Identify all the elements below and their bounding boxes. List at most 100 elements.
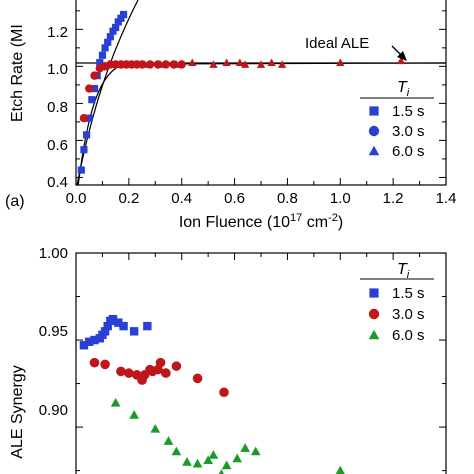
- panel-b-frame: [75, 252, 447, 474]
- data-point-square: [103, 321, 112, 331]
- data-point-triangle: [396, 56, 406, 65]
- data-point-square: [106, 33, 114, 41]
- data-point-circle: [124, 368, 134, 378]
- data-point-square: [79, 341, 89, 350]
- panel-b: 0.90 0.95 1.00 ALE Synergy Ti 1.5 s 3.0 s…: [9, 245, 447, 474]
- data-point-square: [104, 38, 112, 46]
- panel-b-points: [79, 314, 345, 474]
- data-point-square: [114, 18, 122, 26]
- ytick-label: 1.0: [47, 61, 68, 78]
- data-point-triangle: [218, 469, 224, 474]
- data-point-triangle: [129, 410, 139, 419]
- panel-a-ytick-labels: 0.4 0.6 0.8 1.0 1.2: [47, 24, 68, 191]
- xtick-label: 0.2: [118, 190, 139, 207]
- data-point-triangle: [208, 450, 219, 459]
- xtick-label: 1.0: [330, 190, 351, 207]
- ytick-label: 0.90: [39, 402, 68, 419]
- ytick-label: 0.4: [47, 174, 68, 191]
- data-point-square: [100, 327, 110, 336]
- data-point-square: [88, 96, 96, 104]
- data-point-square: [119, 321, 128, 331]
- legend-label: 6.0 s: [392, 327, 425, 344]
- data-point-square: [90, 335, 99, 345]
- data-point-circle: [171, 361, 182, 371]
- legend-marker-triangle: [368, 329, 380, 340]
- annotation-ideal-ale: Ideal ALE: [305, 35, 369, 52]
- data-point-square: [119, 10, 128, 19]
- data-point-circle: [79, 113, 89, 123]
- fit-curve-steep: [76, 0, 139, 185]
- data-point-square: [101, 44, 109, 52]
- data-point-triangle: [188, 58, 197, 66]
- data-point-triangle: [163, 436, 174, 445]
- xtick-label: 0.6: [224, 190, 245, 207]
- data-point-triangle: [172, 60, 181, 68]
- data-point-square: [85, 114, 93, 122]
- fit-curve-saturating: [77, 62, 446, 185]
- panel-a-xtick-labels: 0.0 0.2 0.4 0.6 0.8 1.0 1.2 1.4: [66, 190, 457, 207]
- data-point-triangle: [241, 60, 250, 68]
- data-point-triangle: [110, 397, 121, 407]
- data-point-triangle: [267, 58, 276, 66]
- panel-a-xlabel: Ion Fluence (1017 cm-2): [179, 212, 343, 231]
- data-point-square: [98, 51, 107, 59]
- xtick-label: 1.2: [383, 190, 404, 207]
- data-point-triangle: [124, 60, 133, 68]
- ytick-label: 1.00: [39, 245, 68, 262]
- ytick-label: 0.6: [47, 137, 68, 154]
- legend-marker-circle: [368, 125, 380, 137]
- data-point-circle: [161, 368, 171, 378]
- legend-label: 1.5 s: [392, 285, 425, 302]
- annotation-arrowhead: [397, 51, 407, 61]
- data-point-square: [143, 321, 152, 331]
- legend-marker-triangle: [368, 145, 380, 156]
- data-point-square: [85, 337, 94, 346]
- panel-b-ticks: [75, 252, 447, 472]
- data-point-circle: [192, 373, 203, 384]
- data-point-triangle: [182, 457, 192, 466]
- panel-a-legend: Ti 1.5 s 3.0 s 6.0 s: [360, 79, 434, 160]
- panel-b-legend: Ti 1.5 s 3.0 s 6.0 s: [360, 261, 434, 344]
- data-point-triangle: [111, 60, 120, 68]
- data-point-square: [112, 23, 120, 32]
- xtick-label: 0.4: [171, 190, 192, 207]
- data-point-square: [109, 27, 117, 35]
- xtick-label: 0.0: [66, 190, 87, 207]
- panel-a-ylabel: Etch Rate (MI: [9, 24, 26, 122]
- data-point-triangle: [209, 60, 218, 68]
- data-point-square: [82, 131, 91, 139]
- data-point-square: [77, 166, 85, 174]
- data-point-circle: [219, 387, 229, 398]
- data-point-triangle: [335, 465, 345, 474]
- panel-a-ticks: [75, 10, 447, 185]
- data-point-triangle: [203, 455, 213, 465]
- xtick-label: 1.4: [436, 190, 457, 207]
- panel-b-ylabel: ALE Synergy: [9, 365, 26, 458]
- legend-label: 3.0 s: [392, 123, 425, 140]
- panel-a-label: (a): [5, 193, 25, 210]
- data-point-square: [108, 314, 118, 324]
- legend-marker-square: [369, 106, 379, 116]
- panel-a-frame: [75, 0, 447, 186]
- data-point-square: [117, 14, 125, 22]
- data-point-square: [90, 84, 99, 93]
- ytick-label: 0.8: [47, 99, 68, 116]
- data-point-triangle: [222, 58, 231, 66]
- data-point-triangle: [140, 60, 149, 68]
- data-point-triangle: [235, 58, 244, 66]
- data-point-circle: [89, 357, 100, 368]
- data-point-circle: [90, 71, 99, 80]
- panel-a: 0.0 0.2 0.4 0.6 0.8 1.0 1.2 1.4 0.4 0.6 …: [5, 0, 456, 231]
- legend-label: 1.5 s: [392, 103, 425, 120]
- data-point-square: [80, 146, 88, 154]
- legend-marker-circle: [368, 308, 380, 320]
- legend-title: Ti: [397, 79, 410, 99]
- data-point-triangle: [336, 58, 345, 66]
- data-point-square: [96, 59, 104, 67]
- data-point-triangle: [221, 460, 232, 470]
- legend-marker-square: [369, 288, 379, 298]
- data-point-triangle: [250, 446, 261, 456]
- data-point-triangle: [171, 446, 182, 456]
- data-point-triangle: [98, 62, 107, 70]
